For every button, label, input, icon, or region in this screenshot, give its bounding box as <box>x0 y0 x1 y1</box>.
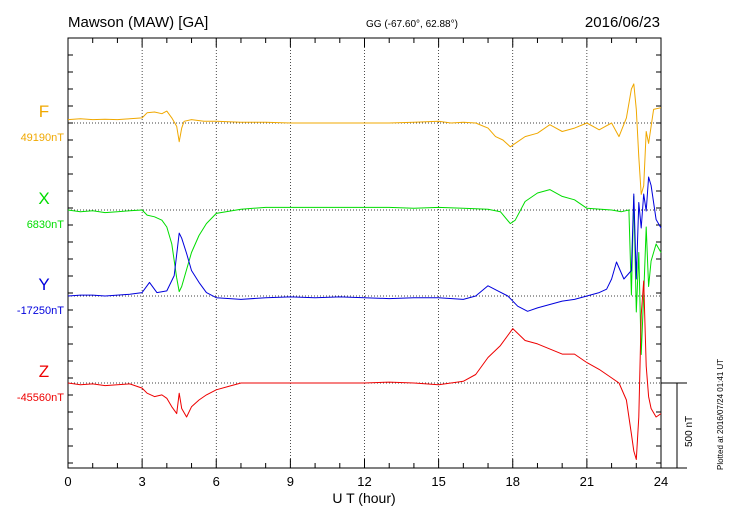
x-tick-label: 24 <box>654 474 668 489</box>
x-tick-labels: 0 3 6 9 12 15 18 21 24 <box>64 474 668 489</box>
coordinates-label: GG (-67.60°, 62.88°) <box>366 19 458 30</box>
series-line-Z <box>67 280 662 460</box>
series-line-Y <box>67 176 662 312</box>
baseline-label-Z: -45560nT <box>17 392 64 404</box>
series-layer <box>67 83 662 460</box>
scale-label: 500 nT <box>684 416 695 447</box>
baseline-label-Y: -17250nT <box>17 305 64 317</box>
x-tick-label: 15 <box>431 474 445 489</box>
date-label: 2016/06/23 <box>585 14 660 31</box>
grid <box>68 38 661 468</box>
component-label-Y: Y <box>38 275 49 294</box>
baseline-label-X: 6830nT <box>27 219 65 231</box>
component-label-F: F <box>39 102 49 121</box>
x-tick-label: 6 <box>213 474 220 489</box>
series-line-F <box>67 83 662 195</box>
x-tick-label: 9 <box>287 474 294 489</box>
component-label-X: X <box>38 189 49 208</box>
x-tick-label: 12 <box>357 474 371 489</box>
x-tick-label: 18 <box>506 474 520 489</box>
component-label-Z: Z <box>39 362 49 381</box>
x-tick-label: 3 <box>139 474 146 489</box>
plot-frame <box>67 37 662 469</box>
scale-bar: 500 nT <box>661 382 695 469</box>
x-tick-label: 21 <box>580 474 594 489</box>
x-axis-title: U T (hour) <box>332 490 395 506</box>
x-tick-label: 0 <box>64 474 71 489</box>
component-labels: F 49190nT X 6830nT Y -17250nT Z -45560nT <box>17 102 64 404</box>
baseline-label-F: 49190nT <box>21 132 65 144</box>
plotted-timestamp: Plotted at 2016/07/24 01:41 UT <box>716 359 725 470</box>
station-title: Mawson (MAW) [GA] <box>68 14 208 31</box>
axis-ticks <box>67 38 662 468</box>
